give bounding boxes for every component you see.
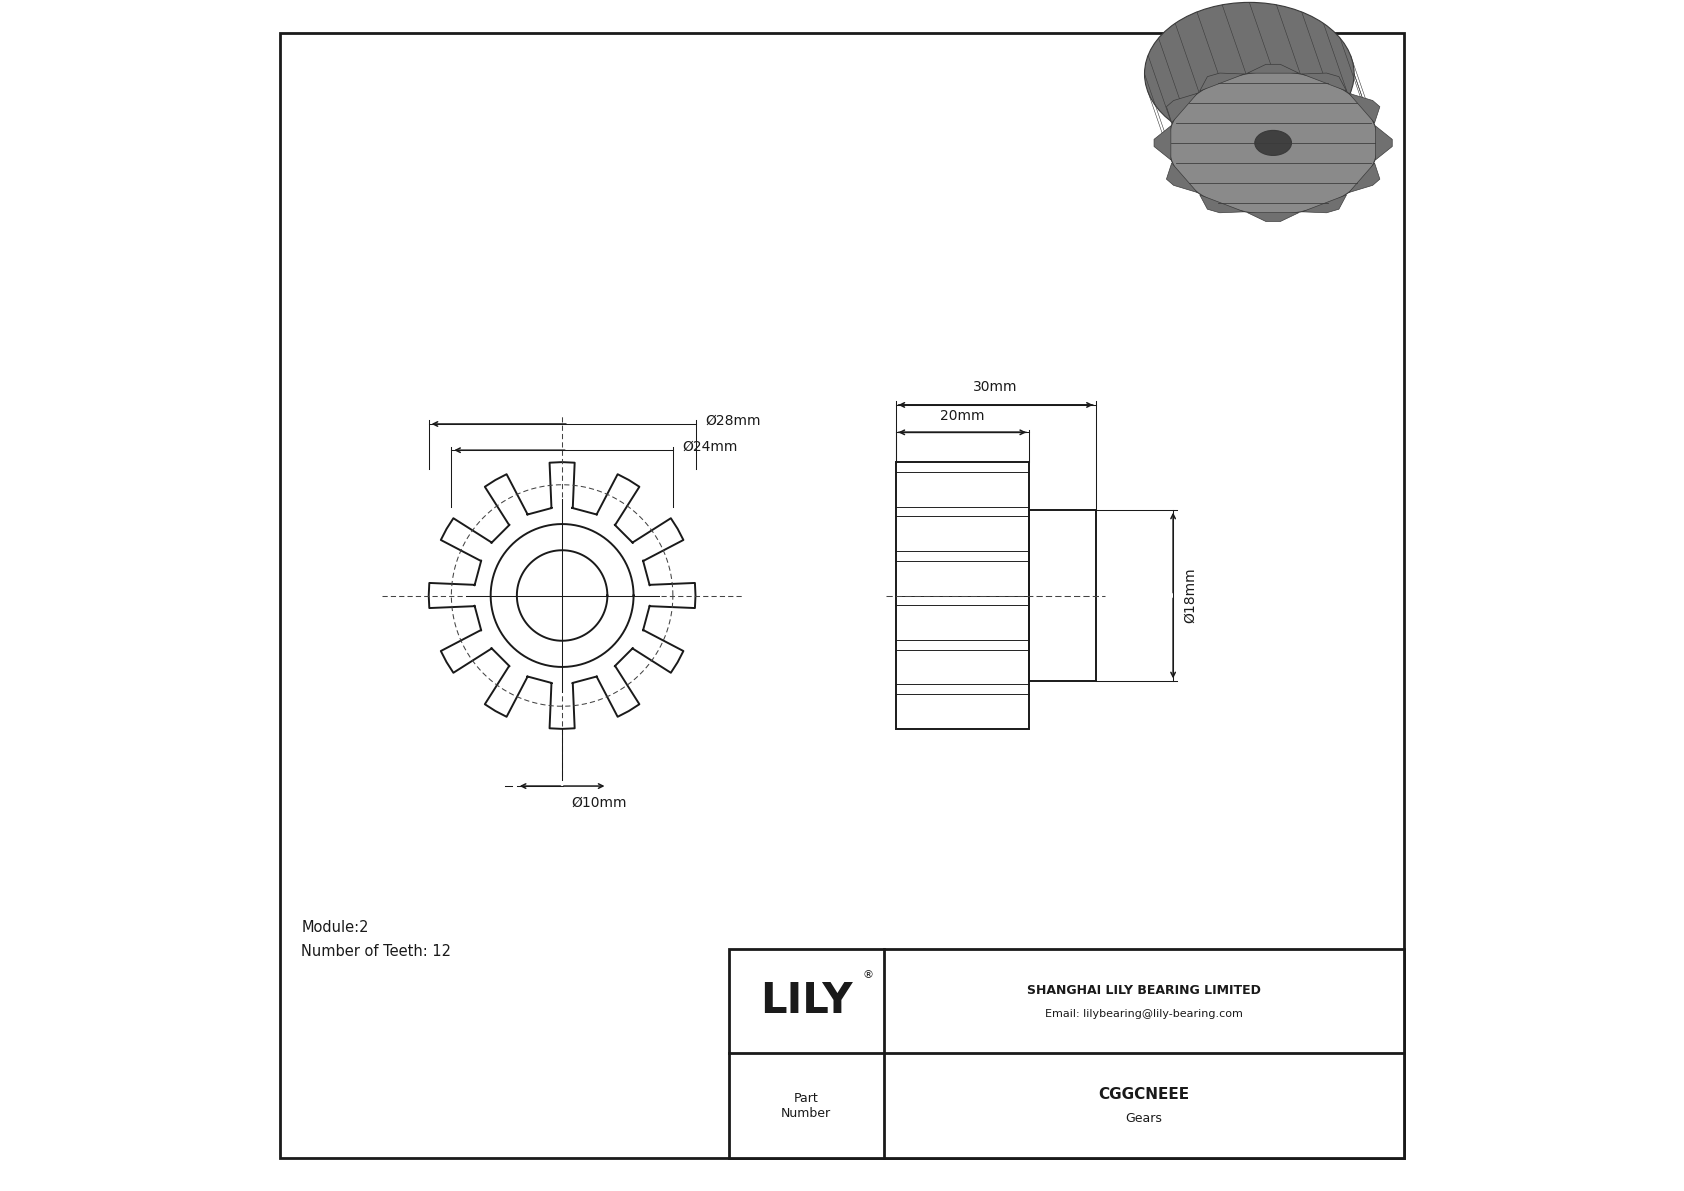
Polygon shape — [1376, 126, 1393, 160]
Text: Number of Teeth: 12: Number of Teeth: 12 — [301, 943, 451, 959]
Polygon shape — [1199, 195, 1244, 213]
Text: Ø10mm: Ø10mm — [571, 796, 626, 810]
Text: Gears: Gears — [1125, 1112, 1162, 1125]
Text: ®: ® — [862, 971, 874, 980]
Polygon shape — [1167, 163, 1197, 193]
Text: Part
Number: Part Number — [781, 1091, 832, 1120]
Text: SHANGHAI LILY BEARING LIMITED: SHANGHAI LILY BEARING LIMITED — [1027, 984, 1261, 997]
Polygon shape — [1248, 64, 1298, 73]
Polygon shape — [1167, 93, 1197, 123]
Bar — [729, 949, 1404, 1158]
Text: Module:2: Module:2 — [301, 919, 369, 935]
Bar — [1029, 510, 1096, 681]
Text: 20mm: 20mm — [940, 409, 985, 423]
Text: 30mm: 30mm — [973, 380, 1017, 394]
Ellipse shape — [1255, 131, 1292, 156]
Polygon shape — [1349, 163, 1379, 193]
Polygon shape — [1199, 73, 1244, 91]
Polygon shape — [1248, 213, 1298, 222]
Text: Email: lilybearing@lily-bearing.com: Email: lilybearing@lily-bearing.com — [1046, 1010, 1243, 1019]
Text: Ø18mm: Ø18mm — [1182, 568, 1197, 623]
Bar — [896, 462, 1029, 729]
Polygon shape — [1302, 73, 1347, 91]
Text: CGGCNEEE: CGGCNEEE — [1098, 1087, 1189, 1103]
Text: LILY: LILY — [759, 980, 852, 1022]
Polygon shape — [1349, 93, 1379, 123]
Text: Ø28mm: Ø28mm — [706, 413, 761, 428]
Text: Ø24mm: Ø24mm — [682, 439, 738, 454]
Ellipse shape — [1169, 71, 1378, 214]
Polygon shape — [1302, 195, 1347, 213]
Ellipse shape — [1145, 2, 1354, 145]
Polygon shape — [1154, 126, 1170, 160]
